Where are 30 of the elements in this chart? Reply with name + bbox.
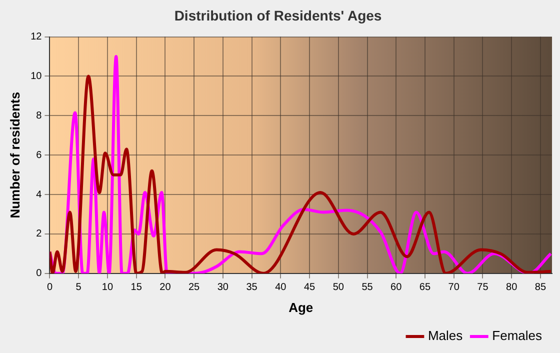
x-tick-label: 35 bbox=[246, 282, 258, 294]
x-tick-label: 0 bbox=[46, 282, 53, 294]
x-tick-label: 5 bbox=[76, 282, 82, 294]
x-tick-label: 85 bbox=[534, 282, 546, 294]
y-tick-label: 12 bbox=[30, 32, 42, 43]
x-tick-label: 20 bbox=[160, 282, 172, 294]
x-tick-label: 40 bbox=[275, 282, 287, 294]
x-tick-label: 60 bbox=[390, 282, 402, 294]
x-tick-label: 50 bbox=[332, 282, 344, 294]
y-tick-label: 4 bbox=[36, 189, 42, 200]
y-tick-label: 2 bbox=[36, 228, 42, 240]
x-tick-label: 70 bbox=[448, 282, 460, 294]
x-tick-label: 15 bbox=[130, 282, 142, 294]
y-tick-label: 6 bbox=[36, 150, 42, 161]
x-tick-label: 75 bbox=[477, 282, 489, 294]
x-tick-label: 80 bbox=[506, 282, 518, 294]
x-tick-label: 25 bbox=[188, 282, 200, 294]
y-tick-label: 0 bbox=[36, 268, 42, 280]
x-tick-label: 55 bbox=[362, 282, 374, 294]
x-tick-label: 30 bbox=[217, 282, 229, 294]
x-tick-label: 65 bbox=[419, 282, 431, 294]
y-tick-label: 10 bbox=[30, 70, 42, 82]
y-tick-label: 8 bbox=[36, 110, 42, 122]
legend-label: Females bbox=[492, 328, 542, 344]
legend-label: Males bbox=[428, 328, 464, 344]
x-tick-label: 10 bbox=[102, 282, 114, 294]
x-tick-label: 45 bbox=[304, 282, 316, 294]
y-axis-title: Number of residents bbox=[7, 92, 22, 218]
chart-title: Distribution of Residents' Ages bbox=[174, 7, 382, 24]
x-axis-title: Age bbox=[288, 300, 314, 315]
